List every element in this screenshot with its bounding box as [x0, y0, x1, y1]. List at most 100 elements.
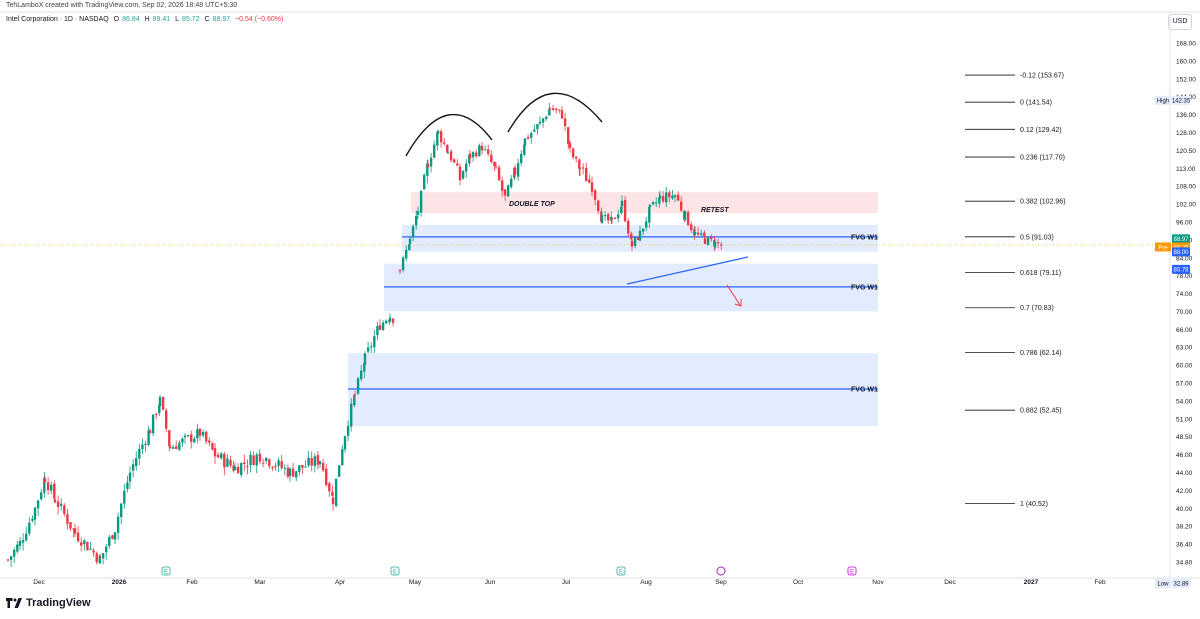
y-tick-label: 108.00 — [1176, 184, 1196, 191]
candle-body — [233, 466, 237, 471]
candle-body — [113, 532, 117, 540]
candle-body — [665, 192, 668, 203]
fib-label: -0.12 (153.67) — [1020, 73, 1064, 80]
x-tick-label: Aug — [640, 579, 652, 586]
candle-body — [620, 206, 623, 214]
candle-body — [277, 460, 280, 466]
candle-body — [468, 154, 471, 163]
candle-body — [388, 317, 392, 322]
candle-body — [641, 228, 645, 232]
candle-body — [353, 395, 356, 406]
earnings-marker-label: E — [850, 570, 854, 576]
candle-body — [213, 448, 217, 457]
candle-body — [111, 535, 114, 539]
candle-body — [165, 410, 168, 429]
x-tick-label: Mar — [254, 579, 266, 586]
candle-body — [141, 444, 144, 450]
candle-body — [446, 144, 449, 153]
candle-body — [419, 190, 423, 213]
symbol-name[interactable]: Intel Corporation · 1D · NASDAQ — [6, 16, 109, 23]
candle-body — [494, 166, 498, 168]
candle-body — [506, 185, 510, 197]
down-arrow-icon — [726, 284, 741, 306]
x-tick-label: May — [409, 579, 422, 586]
candle-body — [43, 478, 47, 482]
candle-body — [533, 129, 536, 132]
x-tick-label: Feb — [1094, 579, 1106, 586]
candle-body — [318, 461, 322, 465]
price-tag-value: 88.97 — [1173, 237, 1189, 243]
candle-body — [123, 490, 126, 504]
candle-body — [105, 546, 108, 553]
candle-body — [436, 132, 439, 146]
trendline — [626, 256, 749, 285]
y-tick-label: 84.00 — [1176, 255, 1193, 262]
candle-body — [630, 233, 633, 240]
candle-body — [6, 559, 10, 561]
candle-body — [198, 428, 202, 436]
currency-button[interactable]: USD — [1168, 14, 1192, 30]
candle-body — [155, 414, 158, 416]
price-tag-bg — [1172, 264, 1190, 274]
candle-body — [548, 108, 551, 116]
candle-body — [673, 195, 677, 198]
candle-body — [350, 403, 353, 427]
candle-body — [433, 144, 436, 158]
candle-body — [429, 157, 433, 167]
candle-body — [53, 499, 57, 503]
candle-body — [449, 151, 453, 161]
candle-body — [526, 137, 530, 139]
candle-body — [232, 465, 235, 471]
y-tick-label: 96.00 — [1176, 219, 1193, 226]
candle-body — [243, 462, 246, 465]
candle-body — [190, 434, 193, 442]
y-tick-label: 78.00 — [1176, 273, 1193, 280]
candle-body — [31, 518, 34, 521]
y-tick-label: 128.00 — [1176, 130, 1196, 137]
price-tag-bg — [1172, 95, 1190, 105]
high-value: 89.41 — [152, 16, 171, 23]
candle-body — [80, 542, 83, 546]
candle-body — [53, 483, 56, 499]
price-tag-label-bg — [1155, 95, 1171, 105]
candle-body — [468, 153, 472, 159]
y-tick-label: 57.00 — [1176, 381, 1193, 388]
candle-body — [581, 167, 585, 169]
candle-body — [648, 206, 651, 223]
double-top-arc — [405, 113, 493, 157]
candle-body — [568, 142, 572, 148]
y-tick-label: 63.00 — [1176, 345, 1193, 352]
candle-body — [453, 159, 456, 163]
candle-body — [475, 152, 478, 157]
candle-body — [40, 492, 43, 500]
y-tick-label: 36.40 — [1176, 542, 1193, 549]
candle-body — [280, 461, 283, 469]
candle-body — [536, 124, 539, 130]
x-tick-label: Jul — [562, 579, 571, 586]
candle-body — [60, 503, 63, 506]
zone-label: FVG W1 — [851, 284, 878, 291]
candle-body — [56, 501, 60, 508]
candle-body — [313, 456, 316, 466]
earnings-marker — [616, 566, 626, 576]
candle-body — [551, 108, 555, 110]
candle-body — [325, 468, 328, 486]
price-tag-value: 88.00 — [1173, 250, 1189, 256]
candle-body — [676, 194, 680, 201]
y-tick-label: 113.00 — [1176, 166, 1196, 173]
candle-body — [363, 363, 366, 372]
candle-body — [126, 482, 129, 490]
price-tag-value: 32.89 — [1173, 582, 1189, 588]
candle-body — [545, 116, 548, 119]
candle-body — [497, 167, 501, 181]
candle-body — [33, 507, 37, 520]
y-tick-label: 60.00 — [1176, 363, 1193, 370]
candle-body — [211, 442, 214, 450]
symbol-info: Intel Corporation · 1D · NASDAQ O 86.84 H… — [6, 16, 286, 23]
candle-body — [716, 242, 720, 244]
candle-body — [493, 161, 496, 167]
earnings-marker-label: E — [393, 570, 397, 576]
candle-body — [623, 200, 627, 222]
candle-body — [321, 462, 325, 471]
